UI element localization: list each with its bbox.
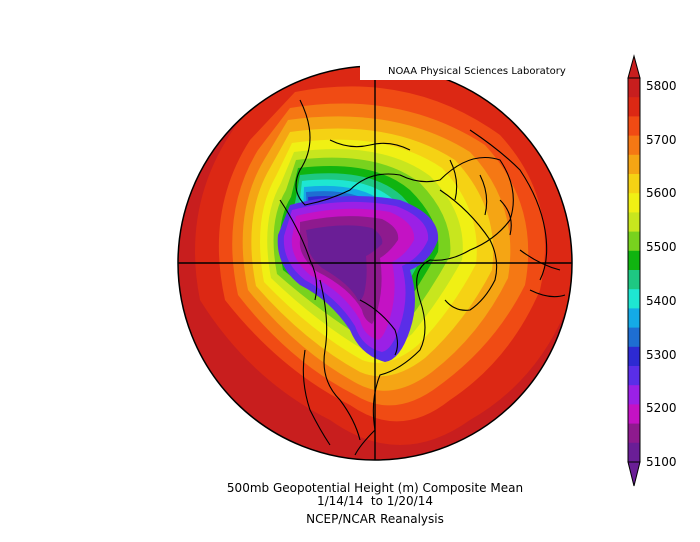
colorbar-tick-label: 5600 [646,186,677,201]
colorbar-swatch [628,212,640,233]
colorbar-swatch [628,308,640,329]
colorbar-swatch [628,385,640,405]
colorbar-tick-label: 5400 [646,293,677,308]
colorbar-swatch [628,346,640,367]
caption-dates: 1/14/14 to 1/20/14 [316,494,433,508]
colorbar [627,54,641,487]
colorbar-tick-label: 5200 [646,401,677,416]
colorbar-swatch [628,442,640,463]
coastlines [279,99,566,456]
colorbar-swatch [628,327,640,348]
colorbar-swatch [628,231,640,252]
colorbar-swatch [628,154,640,175]
colorbar-tick-label: 5700 [646,132,677,147]
caption-title: 500mb Geopotential Height (m) Composite … [226,481,524,495]
credit-label: NOAA Physical Sciences Laboratory [360,64,572,80]
colorbar-swatch [628,423,640,444]
colorbar-frame [627,77,641,463]
colorbar-tick-label: 5300 [646,347,677,362]
colorbar-swatch [628,116,640,137]
colorbar-tick-label: 5500 [646,240,677,255]
caption-source: NCEP/NCAR Reanalysis [306,512,444,526]
colorbar-swatch [628,135,640,156]
colorbar-swatch [628,289,640,309]
colorbar-swatch [628,270,640,290]
colorbar-min-arrow [627,461,641,487]
colorbar-max-arrow [627,54,641,79]
colorbar-swatch [628,250,640,271]
colorbar-swatch [628,97,640,117]
colorbar-tick-label: 5800 [646,79,677,93]
height-contours [178,66,572,460]
colorbar-swatch [628,366,640,386]
colorbar-swatch [628,174,640,194]
colorbar-swatch [628,404,640,425]
colorbar-swatch [628,78,640,98]
colorbar-swatch [628,193,640,213]
colorbar-tick-label: 5100 [646,455,677,469]
